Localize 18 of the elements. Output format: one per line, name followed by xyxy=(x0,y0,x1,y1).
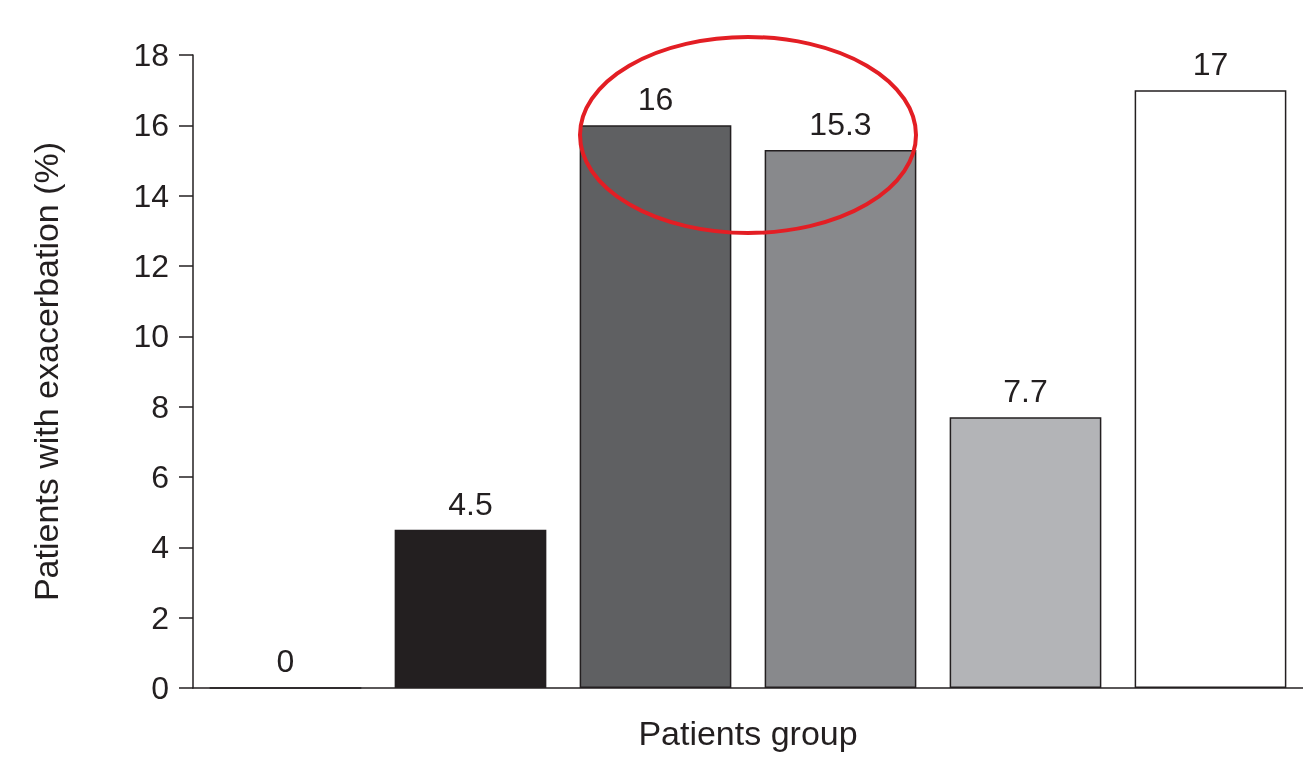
data-label: 15.3 xyxy=(809,105,872,142)
y-tick-label: 2 xyxy=(151,599,169,636)
y-tick-label: 12 xyxy=(133,248,169,284)
y-tick-label: 0 xyxy=(151,670,169,706)
data-label: 4.5 xyxy=(448,485,493,522)
y-tick-label: 18 xyxy=(133,37,169,73)
x-axis-title: Patients group xyxy=(638,714,858,752)
data-label: 17 xyxy=(1192,46,1229,83)
data-label: 16 xyxy=(637,81,674,118)
y-tick-label: 14 xyxy=(133,177,169,214)
y-tick-label: 4 xyxy=(151,529,169,566)
y-tick-label: 16 xyxy=(133,107,169,144)
data-label: 0 xyxy=(276,643,295,680)
y-tick-label: 10 xyxy=(133,318,169,355)
y-tick-label: 6 xyxy=(151,459,169,495)
data-label: 7.7 xyxy=(1003,373,1048,410)
y-axis-title: Patients with exacerbation (%) xyxy=(27,141,65,602)
y-tick-label: 8 xyxy=(151,388,169,425)
